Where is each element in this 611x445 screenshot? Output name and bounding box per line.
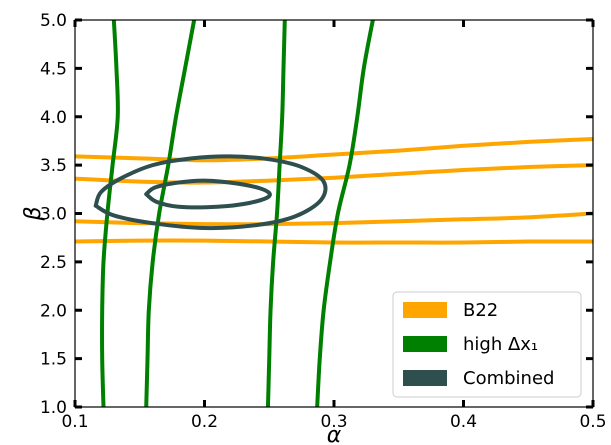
legend: B22 high Δx₁ Combined bbox=[392, 291, 582, 398]
y-tick-label: 4.0 bbox=[40, 108, 67, 128]
y-tick-label: 1.0 bbox=[40, 398, 67, 418]
legend-swatch bbox=[403, 302, 447, 318]
legend-label: Combined bbox=[463, 368, 554, 389]
series-1 bbox=[100, 20, 375, 407]
contour-line bbox=[93, 154, 328, 231]
y-tick-label: 5.0 bbox=[40, 11, 67, 31]
contour-line bbox=[144, 178, 272, 210]
plot-area bbox=[75, 20, 593, 407]
y-tick-label: 3.0 bbox=[40, 205, 67, 225]
legend-swatch bbox=[403, 336, 447, 352]
y-tick-label: 2.0 bbox=[40, 301, 67, 321]
legend-label: B22 bbox=[463, 300, 498, 321]
x-tick-label: 0.5 bbox=[579, 412, 606, 432]
legend-swatch bbox=[403, 370, 447, 386]
legend-label: high Δx₁ bbox=[463, 334, 538, 355]
x-tick-label: 0.2 bbox=[191, 412, 218, 432]
y-tick-label: 2.5 bbox=[40, 253, 67, 273]
x-axis-label: α bbox=[327, 423, 342, 445]
series-2 bbox=[93, 154, 328, 231]
contour-line bbox=[315, 20, 375, 407]
contour-line bbox=[144, 20, 197, 407]
x-tick-label: 0.4 bbox=[450, 412, 477, 432]
y-tick-label: 1.5 bbox=[40, 350, 67, 370]
contour-line bbox=[75, 137, 593, 163]
x-tick-label: 0.3 bbox=[320, 412, 347, 432]
y-axis-label: β bbox=[21, 206, 46, 221]
y-tick-label: 4.5 bbox=[40, 59, 67, 79]
axis-ticks: 0.1 0.2 0.3 0.4 0.5 1.0 1.5 2.0 2.5 3.0 3.5 4.0 4.5 5… bbox=[40, 11, 607, 432]
y-tick-label: 3.5 bbox=[40, 156, 67, 176]
x-tick-label: 0.1 bbox=[61, 412, 88, 432]
contour-line bbox=[265, 20, 287, 407]
contour-line bbox=[75, 163, 593, 185]
